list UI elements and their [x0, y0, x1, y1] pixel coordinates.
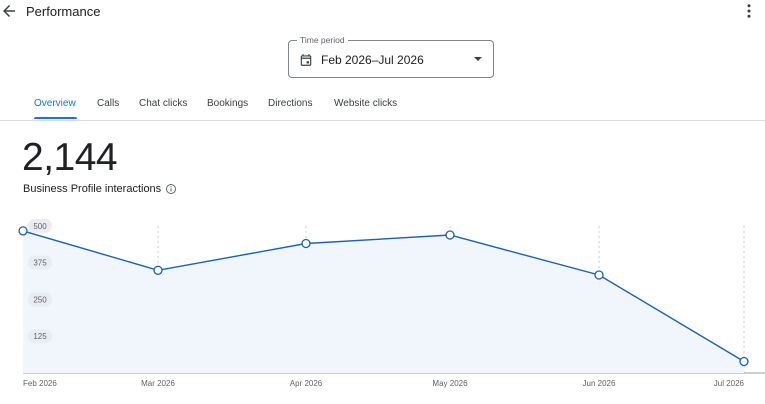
x-tick-label: Mar 2026 — [141, 379, 175, 388]
y-tick-pill — [28, 329, 52, 344]
tab-chat-clicks[interactable]: Chat clicks — [139, 98, 188, 109]
y-tick-pill — [28, 218, 52, 233]
data-point[interactable] — [594, 270, 604, 280]
dropdown-caret-icon — [474, 57, 482, 61]
y-tick-label: 250 — [33, 295, 47, 304]
data-point[interactable] — [153, 265, 163, 275]
data-point[interactable] — [739, 356, 749, 367]
data-point[interactable] — [445, 230, 455, 240]
y-tick-label: 375 — [33, 259, 47, 268]
x-tick-label: Feb 2026 — [23, 379, 57, 388]
y-tick-label: 125 — [33, 332, 47, 341]
tab-bookings[interactable]: Bookings — [207, 98, 249, 109]
data-point[interactable] — [301, 238, 311, 249]
interactions-total: 2,144 — [22, 136, 118, 179]
x-tick-label: Jul 2026 — [714, 379, 745, 388]
tab-calls[interactable]: Calls — [97, 98, 120, 109]
area-fill — [23, 230, 744, 373]
y-tick-pill — [28, 292, 52, 307]
tab-directions[interactable]: Directions — [268, 98, 313, 109]
tab-website-clicks[interactable]: Website clicks — [334, 98, 398, 109]
calendar-icon — [300, 54, 312, 66]
time-period-select[interactable]: Time period Feb 2026–Jul 2026 — [288, 35, 494, 78]
tab-overview[interactable]: Overview — [34, 98, 76, 109]
series-line — [22, 230, 745, 363]
interactions-label: Business Profile interactions — [23, 183, 162, 195]
more-vert-icon[interactable] — [740, 2, 758, 20]
x-tick-label: May 2026 — [432, 379, 468, 388]
info-icon[interactable] — [165, 183, 177, 195]
header: Performance — [0, 0, 765, 24]
x-tick-label: Apr 2026 — [290, 379, 323, 388]
time-period-legend: Time period — [297, 35, 348, 46]
tab-bar: Overview Calls Chat clicks Bookings Dire… — [0, 92, 765, 121]
data-point[interactable] — [18, 226, 28, 236]
y-tick-pill — [28, 255, 52, 270]
active-tab-indicator — [34, 117, 77, 119]
interactions-chart: 500 375 250 125 Feb 2026 Mar 2026 Apr 2026 May… — [18, 218, 765, 388]
page-title: Performance — [26, 4, 101, 19]
time-period-value: Feb 2026–Jul 2026 — [321, 53, 424, 67]
x-tick-label: Jun 2026 — [583, 379, 616, 388]
arrow-back-icon[interactable] — [0, 2, 18, 20]
y-tick-label: 500 — [33, 222, 47, 231]
